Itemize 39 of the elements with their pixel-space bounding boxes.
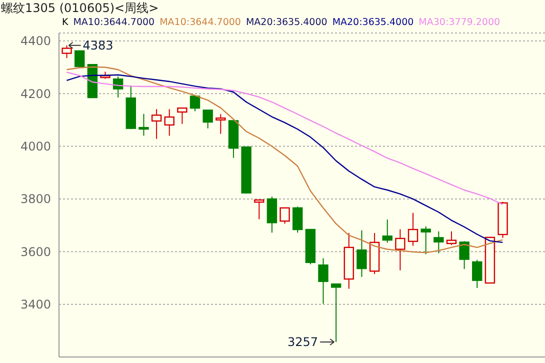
candlestick (151, 108, 162, 140)
candlestick (177, 107, 188, 124)
candlestick (446, 230, 457, 246)
candlestick (62, 44, 72, 59)
y-tick-label: 4200 (20, 86, 51, 101)
candlestick (164, 108, 174, 136)
y-tick-label: 3600 (20, 244, 51, 259)
y-tick-label: 4400 (20, 34, 51, 48)
text: MA20:3635.4000 (246, 17, 328, 30)
annotation: 4383 (82, 38, 114, 52)
candlestick (266, 196, 278, 234)
candlestick (459, 240, 470, 270)
candlestick (280, 207, 290, 224)
text: K (62, 17, 68, 30)
annotation: 3257 (288, 334, 318, 349)
text: MA10:3644.7000 (160, 17, 241, 30)
candlestick (420, 226, 431, 255)
candlestick (395, 228, 406, 271)
candlestick (472, 259, 482, 288)
candlestick (434, 230, 444, 254)
candlestick (138, 113, 149, 136)
candlestick (254, 198, 264, 220)
text: MA10:3644.7000 (73, 17, 155, 30)
candlestick (202, 110, 213, 129)
candlestick (292, 206, 303, 234)
candlestick (216, 114, 226, 134)
candlestick (408, 212, 418, 246)
candlestick (190, 96, 200, 112)
y-tick-label: 3400 (20, 298, 51, 312)
chart-title: 螺纹1305 (010605)<周线> (0, 0, 160, 17)
candlestick (382, 219, 392, 244)
candlestick (330, 283, 342, 342)
candlestick (74, 50, 85, 68)
y-tick-label: 3800 (20, 192, 51, 206)
text: MA20:3635.4000 (332, 17, 414, 30)
y-tick-label: 4000 (20, 140, 51, 154)
candlestick (318, 258, 328, 304)
candlestick (356, 230, 367, 278)
text: MA30:3779.2000 (418, 17, 500, 30)
